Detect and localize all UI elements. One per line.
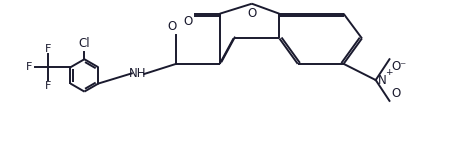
- Text: N: N: [378, 73, 387, 87]
- Text: O: O: [391, 87, 401, 100]
- Text: F: F: [26, 62, 32, 72]
- Text: +: +: [385, 68, 392, 77]
- Text: NH: NH: [128, 67, 146, 80]
- Text: O: O: [168, 20, 177, 33]
- Text: O: O: [247, 7, 256, 20]
- Text: Cl: Cl: [78, 37, 90, 50]
- Text: ⁻: ⁻: [400, 60, 406, 73]
- Text: F: F: [45, 81, 51, 91]
- Text: O: O: [391, 60, 401, 73]
- Text: F: F: [45, 43, 51, 54]
- Text: O: O: [183, 15, 192, 28]
